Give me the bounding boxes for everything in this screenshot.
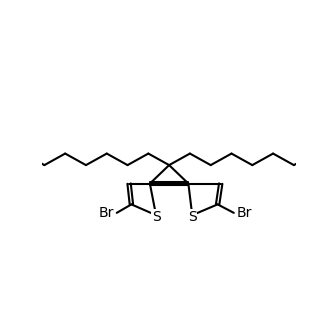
Text: S: S bbox=[188, 210, 197, 224]
Text: S: S bbox=[152, 210, 160, 224]
Text: Br: Br bbox=[99, 206, 115, 220]
Text: Br: Br bbox=[236, 206, 251, 220]
